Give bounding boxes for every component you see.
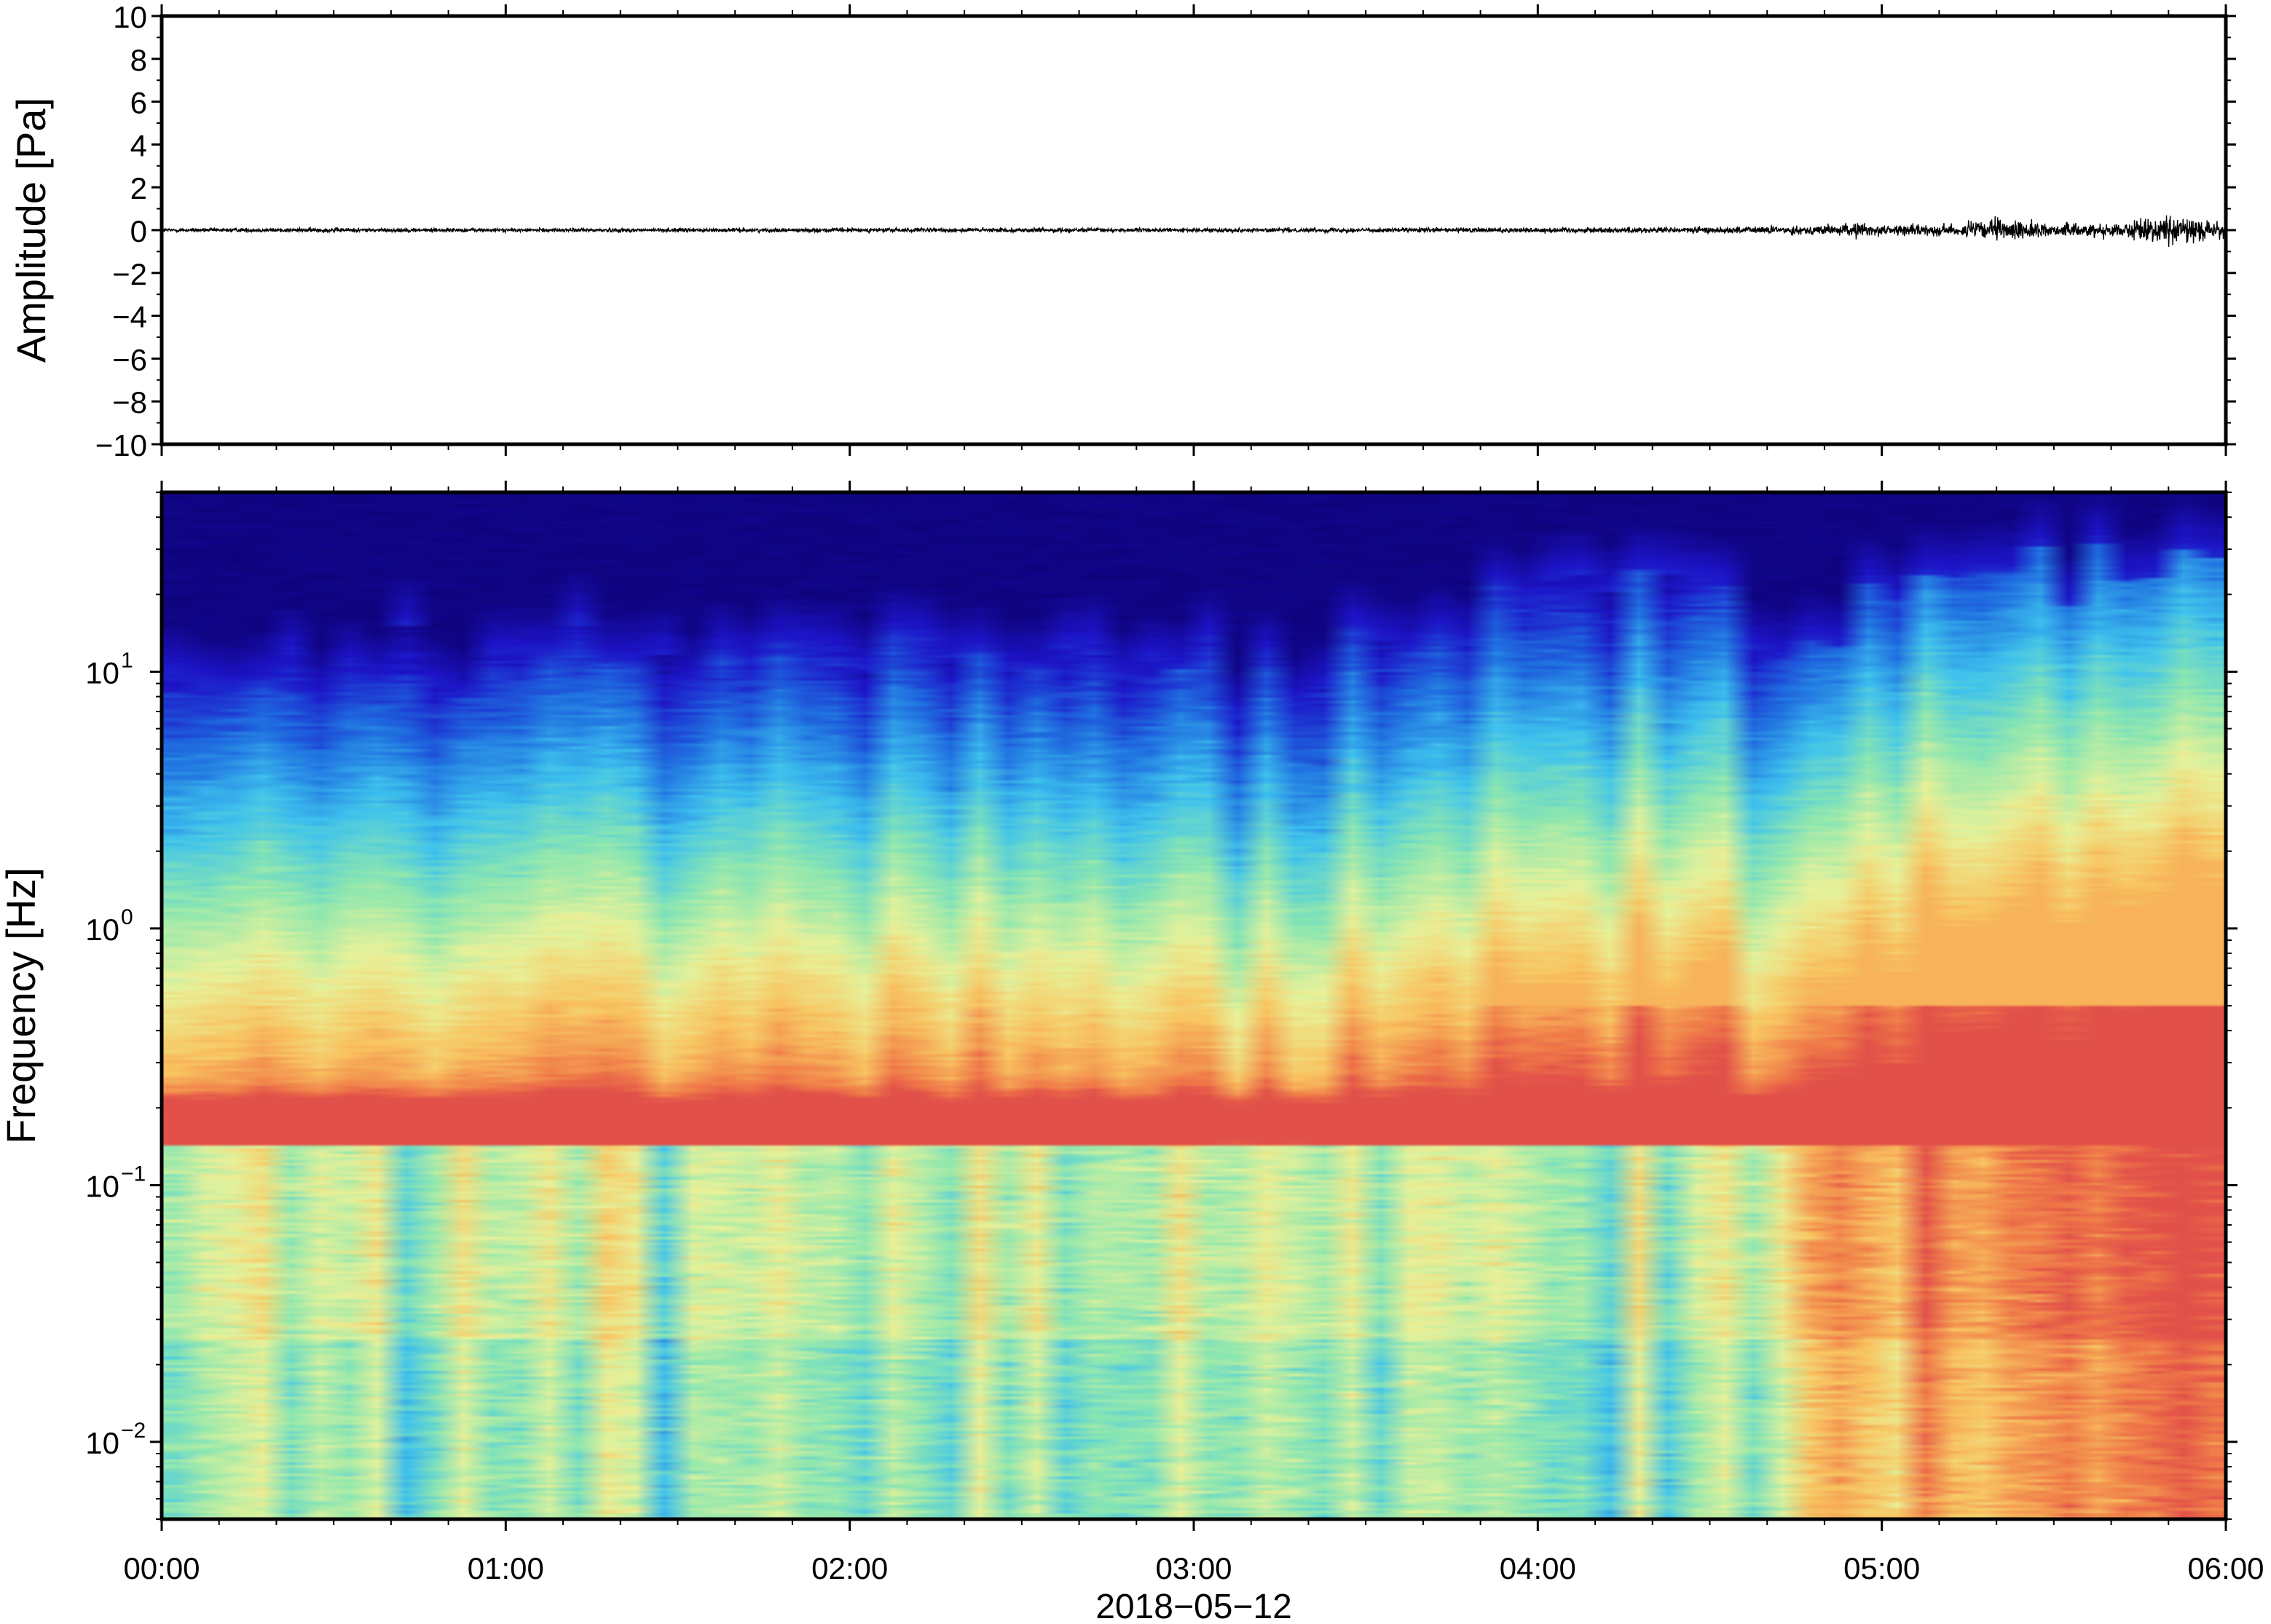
amplitude-y-tick-label: 0	[130, 214, 147, 248]
amplitude-y-tick-label: 2	[130, 171, 147, 205]
amplitude-waveform	[161, 215, 2227, 248]
amplitude-axis-label: Amplitude [Pa]	[8, 98, 54, 363]
amplitude-y-tick-label: −2	[112, 257, 147, 291]
frequency-axis-label: Frequency [Hz]	[0, 867, 44, 1144]
time-x-tick-label: 04:00	[1500, 1551, 1576, 1585]
amplitude-y-tick-label: 4	[130, 128, 147, 162]
date-axis-label: 2018−05−12	[1095, 1588, 1292, 1624]
amplitude-panel: 10 8 6 4 2 0 −2 −4 −6 −8 −10 Amplitude [Pa]	[8, 0, 2236, 462]
time-x-tick-label: 01:00	[468, 1551, 544, 1585]
amplitude-axis-ticks: 10 8 6 4 2 0 −2 −4 −6 −8 −10	[95, 0, 2236, 462]
time-x-tick-label: 02:00	[811, 1551, 888, 1585]
amplitude-y-tick-label: 10	[113, 0, 147, 34]
frequency-y-tick-label: 10	[85, 912, 119, 947]
frequency-y-tick-exponent: 1	[121, 648, 133, 672]
frequency-y-tick-exponent: −2	[121, 1419, 146, 1443]
time-x-tick-label: 03:00	[1155, 1551, 1232, 1585]
amplitude-y-tick-label: 8	[130, 43, 147, 77]
amplitude-y-tick-label: −8	[112, 385, 147, 419]
time-x-tick-label: 05:00	[1843, 1551, 1920, 1585]
frequency-y-tick-label: 10	[85, 655, 119, 690]
frequency-y-tick-label: 10	[85, 1426, 119, 1460]
amplitude-y-tick-label: 6	[130, 86, 147, 120]
frequency-y-tick-exponent: −1	[121, 1162, 146, 1186]
frequency-y-tick-label: 10	[85, 1169, 119, 1203]
time-x-tick-label: 06:00	[2187, 1551, 2264, 1585]
amplitude-trace	[161, 215, 2227, 248]
frequency-y-tick-exponent: 0	[121, 905, 133, 929]
spectrogram-frame	[160, 490, 2228, 1521]
amplitude-y-tick-label: −6	[112, 342, 147, 377]
amplitude-frame	[160, 14, 2228, 446]
spectrogram-heatmap	[162, 492, 2226, 1519]
amplitude-y-tick-label: −10	[95, 428, 147, 462]
amplitude-y-tick-label: −4	[112, 300, 147, 334]
time-x-tick-label: 00:00	[123, 1551, 200, 1585]
